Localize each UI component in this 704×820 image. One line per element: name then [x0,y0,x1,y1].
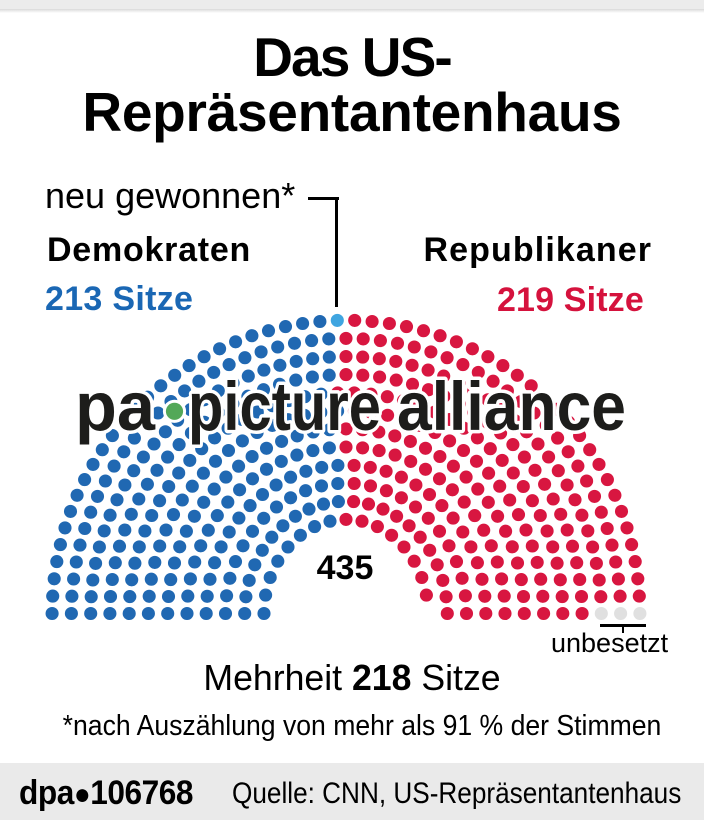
svg-text:pa: pa [75,368,156,445]
svg-text:picture: picture [188,368,381,445]
svg-text:alliance: alliance [397,368,626,445]
